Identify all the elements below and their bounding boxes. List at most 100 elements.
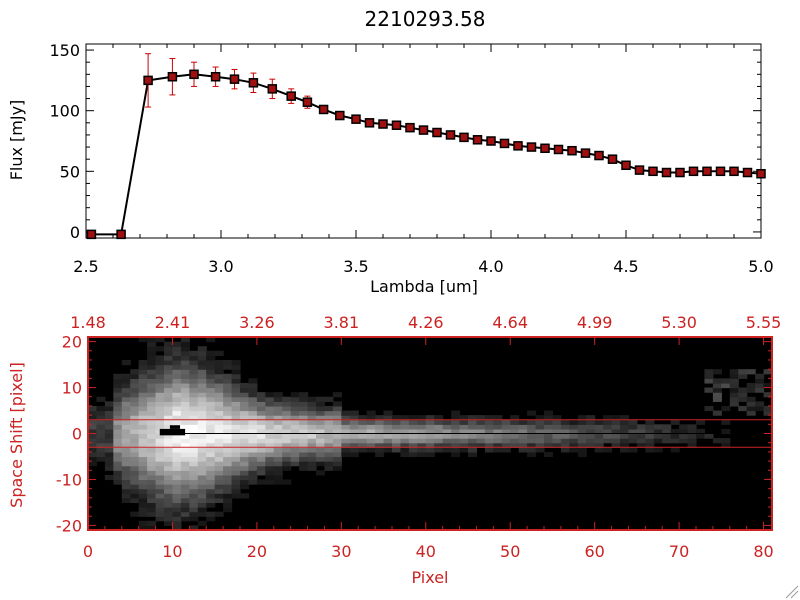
image-pixel	[214, 470, 224, 476]
image-pixel	[138, 488, 148, 494]
image-pixel	[214, 497, 224, 504]
image-pixel	[451, 410, 461, 416]
image-pixel	[248, 470, 258, 476]
image-pixel	[197, 428, 207, 435]
image-pixel	[231, 493, 241, 499]
image-pixel	[214, 401, 224, 407]
image-pixel	[484, 447, 494, 453]
image-pixel	[223, 470, 233, 476]
image-pixel	[147, 438, 157, 444]
image-pixel	[197, 392, 207, 398]
image-pixel	[670, 433, 680, 439]
image-pixel	[611, 438, 621, 444]
image-pixel	[476, 438, 486, 444]
image-pixel	[164, 424, 174, 430]
image-pixel	[349, 451, 359, 458]
image-pixel	[223, 415, 233, 421]
image-pixel	[164, 488, 174, 494]
image-pixel	[147, 419, 157, 425]
image-x-tick-label: 80	[753, 542, 773, 561]
image-pixel	[180, 447, 190, 453]
image-pixel	[290, 456, 300, 462]
image-pixel	[180, 419, 190, 425]
spectrum-x-tick-label: 3.5	[343, 257, 368, 276]
image-pixel	[408, 415, 418, 421]
image-pixel	[130, 396, 140, 402]
image-pixel	[645, 442, 655, 448]
image-pixel	[256, 442, 266, 448]
image-pixel	[586, 419, 596, 425]
image-pixel	[113, 405, 123, 412]
image-pixel	[147, 364, 157, 370]
image-pixel	[501, 428, 511, 435]
image-pixel	[214, 451, 224, 458]
image-pixel	[620, 424, 630, 430]
image-pixel	[155, 346, 165, 352]
image-pixel	[687, 433, 697, 439]
image-pixel	[256, 419, 266, 425]
image-pixel	[138, 479, 148, 485]
image-pixel	[240, 484, 250, 490]
image-pixel	[121, 470, 131, 476]
image-pixel	[180, 378, 190, 384]
image-pixel	[248, 415, 258, 421]
image-pixel	[248, 378, 258, 384]
image-pixel	[214, 373, 224, 379]
image-pixel	[696, 419, 706, 425]
image-pixel	[206, 461, 216, 467]
image-pixel	[316, 405, 326, 412]
image-pixel	[138, 378, 148, 384]
image-pixel	[653, 438, 663, 444]
image-pixel	[240, 465, 250, 471]
image-pixel	[180, 382, 190, 389]
image-pixel	[138, 507, 148, 513]
image-pixel	[88, 415, 98, 421]
image-pixel	[189, 364, 199, 370]
image-pixel	[265, 428, 275, 435]
image-pixel	[586, 438, 596, 444]
image-pixel	[316, 461, 326, 467]
image-pixel	[189, 428, 199, 435]
image-pixel	[282, 438, 292, 444]
image-pixel	[611, 419, 621, 425]
image-pixel	[586, 424, 596, 430]
image-pixel	[451, 451, 461, 458]
image-pixel	[282, 424, 292, 430]
image-x-tick-label: 60	[584, 542, 604, 561]
image-pixel	[138, 396, 148, 402]
image-pixel	[358, 415, 368, 421]
image-pixel	[240, 456, 250, 462]
image-pixel	[299, 405, 309, 412]
image-pixel	[408, 438, 418, 444]
image-pixel	[180, 341, 190, 347]
image-pixel	[620, 442, 630, 448]
image-pixel	[206, 382, 216, 389]
image-pixel	[721, 382, 731, 389]
image-pixel	[223, 382, 233, 389]
image-pixel	[273, 461, 283, 467]
image-pixel	[231, 401, 241, 407]
image-pixel	[332, 415, 342, 421]
image-pixel	[375, 415, 385, 421]
image-pixel	[307, 424, 317, 430]
image-pixel	[290, 410, 300, 416]
image-pixel	[256, 410, 266, 416]
image-pixel	[273, 438, 283, 444]
image-pixel	[223, 479, 233, 485]
image-pixel	[197, 364, 207, 370]
image-pixel	[206, 516, 216, 522]
image-pixel	[240, 461, 250, 467]
image-pixel	[104, 433, 114, 439]
image-pixel	[113, 442, 123, 448]
image-pixel	[484, 415, 494, 421]
image-pixel	[197, 387, 207, 393]
image-pixel	[510, 428, 520, 435]
image-pixel	[290, 401, 300, 407]
image-pixel	[155, 359, 165, 366]
image-pixel	[96, 410, 106, 416]
image-pixel	[223, 497, 233, 504]
image-pixel	[240, 474, 250, 481]
image-pixel	[560, 424, 570, 430]
image-pixel	[206, 378, 216, 384]
image-pixel	[164, 502, 174, 508]
